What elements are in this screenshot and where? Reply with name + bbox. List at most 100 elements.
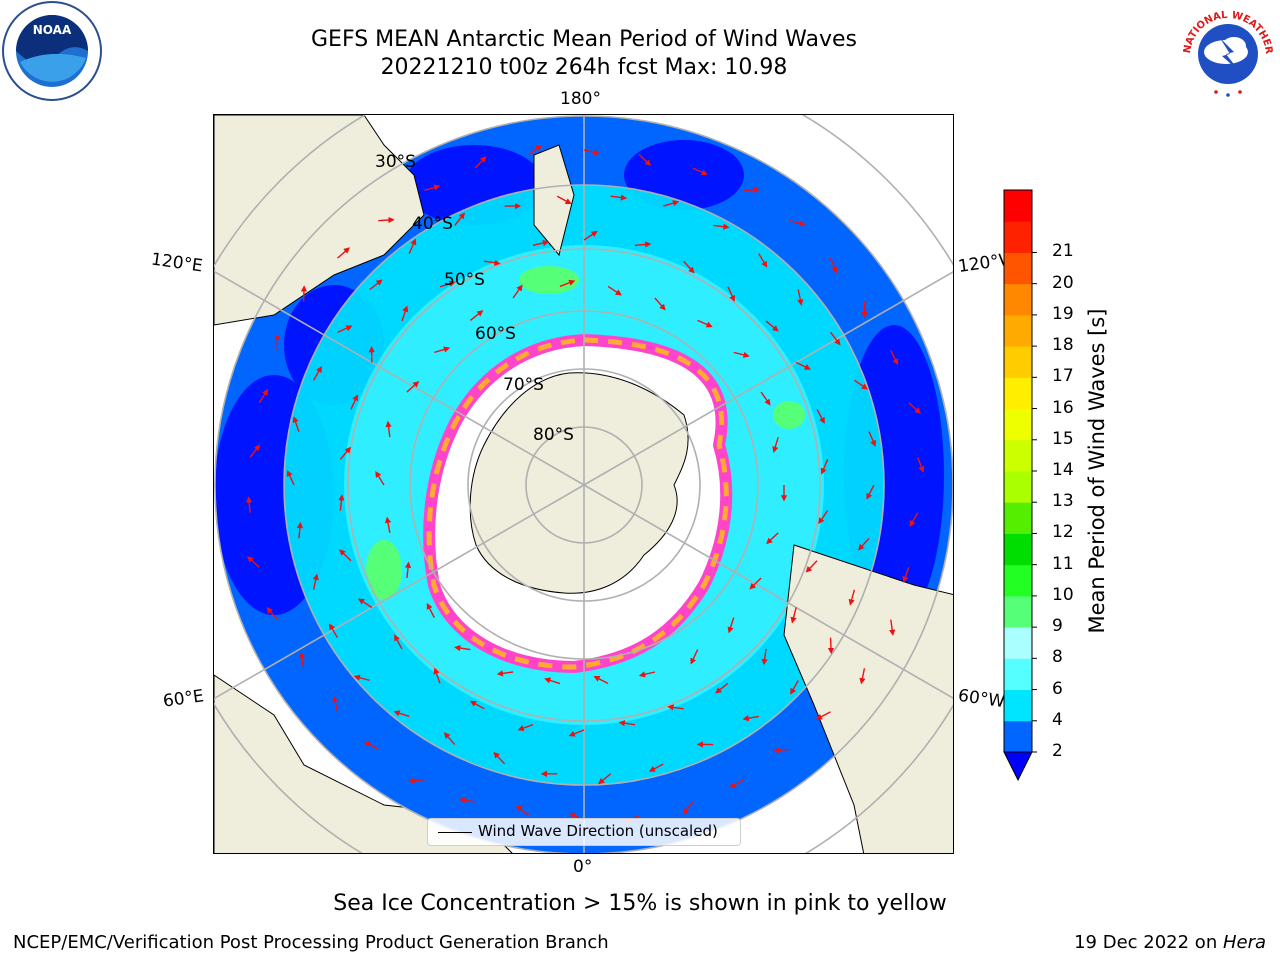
colorbar-segment	[1004, 439, 1032, 472]
colorbar-tick-label: 2	[1052, 741, 1063, 761]
wave-arrow	[598, 773, 612, 785]
map-plot-area	[213, 114, 954, 854]
wave-arrow	[713, 223, 730, 230]
wave-arrow	[363, 741, 379, 750]
wave-arrow	[743, 186, 760, 193]
wave-arrow	[517, 723, 534, 732]
colorbar-tick-label: 20	[1052, 272, 1074, 293]
lon-label-60e: 60°E	[161, 686, 206, 712]
green-patch	[773, 401, 805, 429]
wave-arrow	[729, 779, 744, 789]
wave-arrow	[258, 388, 269, 404]
green-patch	[366, 540, 402, 600]
wave-arrow	[648, 763, 664, 772]
wave-arrow	[815, 711, 831, 720]
wave-arrow	[339, 446, 352, 460]
wave-arrow	[789, 219, 806, 227]
colorbar-tick-label: 9	[1052, 616, 1063, 637]
wave-arrow	[249, 444, 261, 458]
wave-arrow	[890, 350, 899, 366]
wave-arrow	[790, 680, 799, 695]
wave-arrow	[369, 279, 383, 291]
wave-arrow	[493, 751, 506, 765]
wave-arrow	[247, 556, 260, 568]
wave-arrow	[654, 297, 666, 311]
colorbar-tick-label: 18	[1052, 335, 1074, 356]
wave-arrow	[766, 532, 779, 545]
colorbar-tick-label: 8	[1052, 647, 1063, 668]
colorbar-segment	[1004, 252, 1032, 285]
colorbar-segment	[1004, 564, 1032, 597]
wave-arrow	[772, 436, 779, 453]
wave-arrow	[312, 365, 322, 381]
lon-label-120e: 120°E	[149, 249, 204, 277]
wave-arrow	[556, 195, 572, 205]
colorbar-tick-label: 13	[1052, 491, 1074, 512]
wave-arrow	[266, 606, 278, 621]
wave-arrow	[469, 700, 485, 710]
wave-arrow	[296, 521, 304, 539]
wave-arrow	[338, 494, 345, 511]
legend-line-icon	[438, 832, 472, 833]
wave-arrow	[715, 682, 729, 694]
lat-label-80s: 80°S	[533, 425, 574, 445]
wave-arrow	[805, 560, 818, 573]
wave-arrow	[909, 512, 919, 527]
wave-arrow	[742, 715, 759, 722]
wave-arrow	[820, 459, 829, 475]
colorbar-tick-label: 21	[1052, 241, 1074, 262]
colorbar-tick-label: 4	[1052, 709, 1063, 730]
green-patch	[519, 266, 579, 294]
wave-arrow	[393, 710, 410, 718]
wave-arrow	[484, 259, 501, 266]
wave-arrow	[618, 720, 636, 727]
colorbar-segment	[1004, 408, 1032, 441]
wave-arrow	[375, 470, 385, 486]
wave-arrow	[528, 144, 543, 156]
wave-arrow	[663, 200, 680, 207]
colorbar-segment	[1004, 720, 1032, 753]
wave-arrow	[908, 402, 922, 414]
wave-arrow	[607, 285, 622, 296]
wave-arrow	[474, 156, 487, 169]
wave-arrow	[761, 648, 768, 666]
wave-arrow	[337, 247, 350, 259]
colorbar	[1003, 189, 1037, 782]
wave-arrow	[424, 184, 441, 192]
wave-arrow	[902, 567, 910, 583]
wave-arrow	[682, 801, 694, 815]
colorbar-segment	[1004, 346, 1032, 378]
wave-arrow	[765, 320, 779, 332]
wave-arrow	[854, 379, 869, 390]
wave-arrow	[454, 644, 471, 652]
colorbar-segment	[1004, 190, 1032, 222]
colorbar-under-extend	[1003, 751, 1033, 782]
wave-arrow	[749, 577, 762, 590]
map-legend: Wind Wave Direction (unscaled)	[427, 818, 741, 846]
graticule-lines	[214, 115, 953, 853]
legend-label: Wind Wave Direction (unscaled)	[478, 822, 718, 840]
lat-label-40s: 40°S	[412, 214, 453, 234]
wave-arrow	[378, 216, 395, 224]
wave-arrow	[245, 496, 253, 513]
wave-arrow	[683, 260, 695, 274]
wind-wave-direction-arrows	[245, 144, 925, 823]
colorbar-tick-label: 14	[1052, 460, 1074, 480]
wave-arrow	[795, 361, 812, 370]
chart-title-line1: GEFS MEAN Antarctic Mean Period of Wind …	[311, 27, 857, 52]
colorbar-segment	[1004, 627, 1032, 659]
wave-arrow	[329, 623, 339, 639]
wave-arrow	[559, 279, 576, 288]
wave-arrow	[298, 651, 306, 669]
wave-arrow	[339, 549, 352, 562]
colorbar-segment	[1004, 283, 1032, 316]
noaa-logo-icon: NOAA	[2, 1, 102, 101]
colorbar-tick-label: 10	[1052, 584, 1074, 605]
wave-arrow	[868, 431, 877, 447]
wave-arrow	[439, 280, 456, 288]
colorbar-segment	[1004, 471, 1032, 503]
lat-label-30s: 30°S	[375, 152, 416, 172]
sea-ice-note: Sea Ice Concentration > 15% is shown in …	[333, 891, 947, 916]
wave-arrow	[353, 674, 370, 682]
wave-arrow	[593, 675, 609, 685]
